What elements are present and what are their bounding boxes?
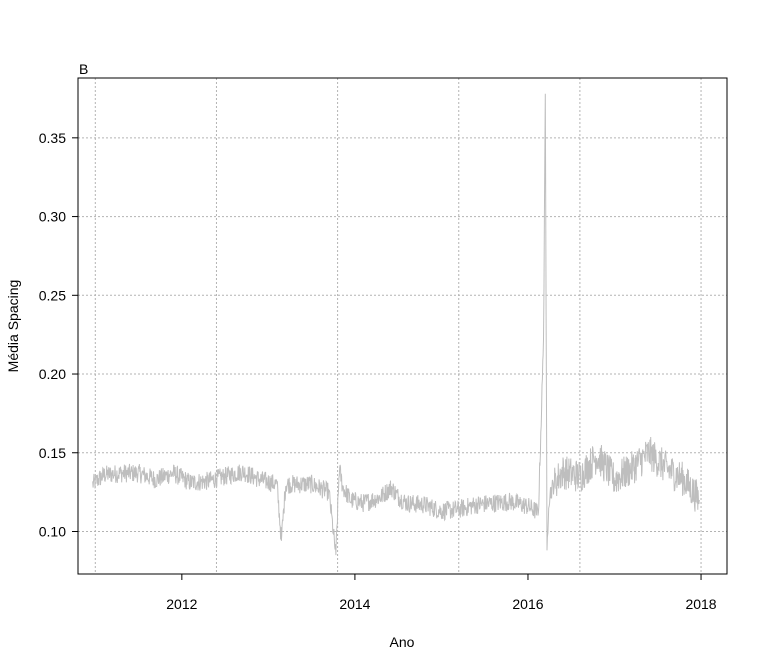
- y-tick-label: 0.30: [39, 209, 66, 225]
- panel-label: B: [79, 61, 88, 77]
- y-tick-label: 0.20: [39, 366, 66, 382]
- x-tick-label: 2014: [339, 596, 370, 612]
- plot-frame: [77, 77, 728, 575]
- y-axis-title: Média Spacing: [5, 280, 21, 373]
- y-tick-label: 0.10: [39, 523, 66, 539]
- x-tick-label: 2018: [685, 596, 716, 612]
- x-tick-label: 2016: [512, 596, 543, 612]
- y-tick-label: 0.35: [39, 130, 66, 146]
- y-tick-label: 0.15: [39, 445, 66, 461]
- y-tick-label: 0.25: [39, 287, 66, 303]
- x-axis-title: Ano: [390, 634, 415, 650]
- x-tick-label: 2012: [166, 596, 197, 612]
- y-axis: 0.10 0.15 0.20 0.25 0.30 0.35: [39, 130, 78, 539]
- x-axis: 2012 2014 2016 2018: [166, 574, 717, 612]
- series-line: [92, 93, 700, 556]
- gridlines: [78, 78, 727, 574]
